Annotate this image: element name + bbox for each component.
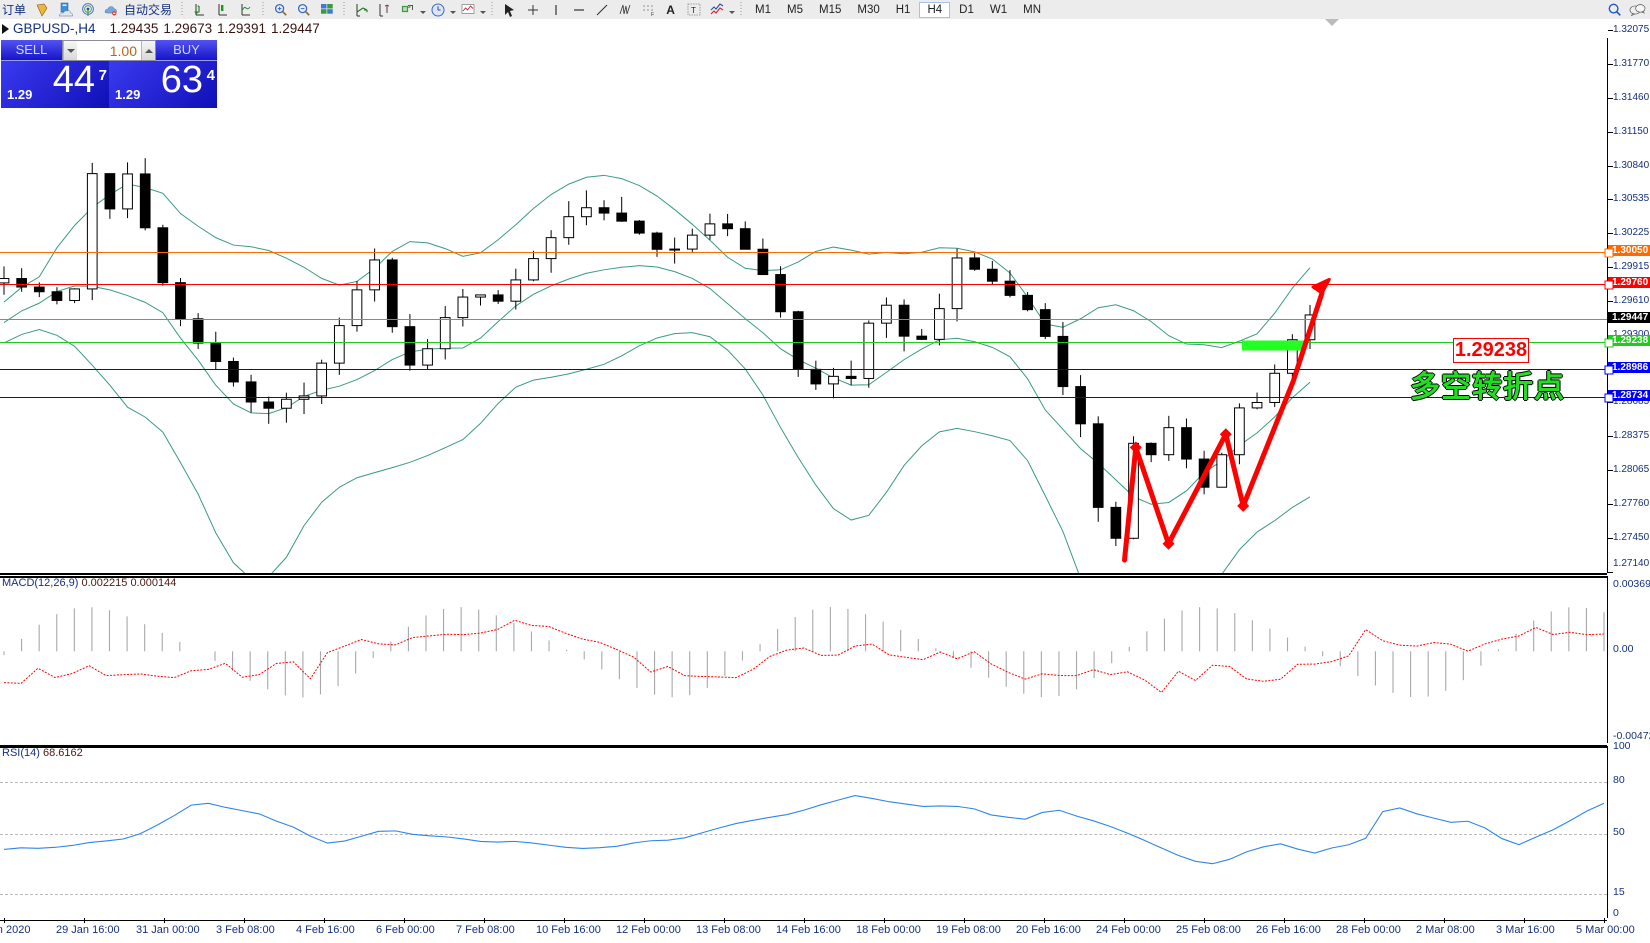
svg-text:F: F <box>651 12 654 18</box>
svg-text:T: T <box>691 6 696 15</box>
